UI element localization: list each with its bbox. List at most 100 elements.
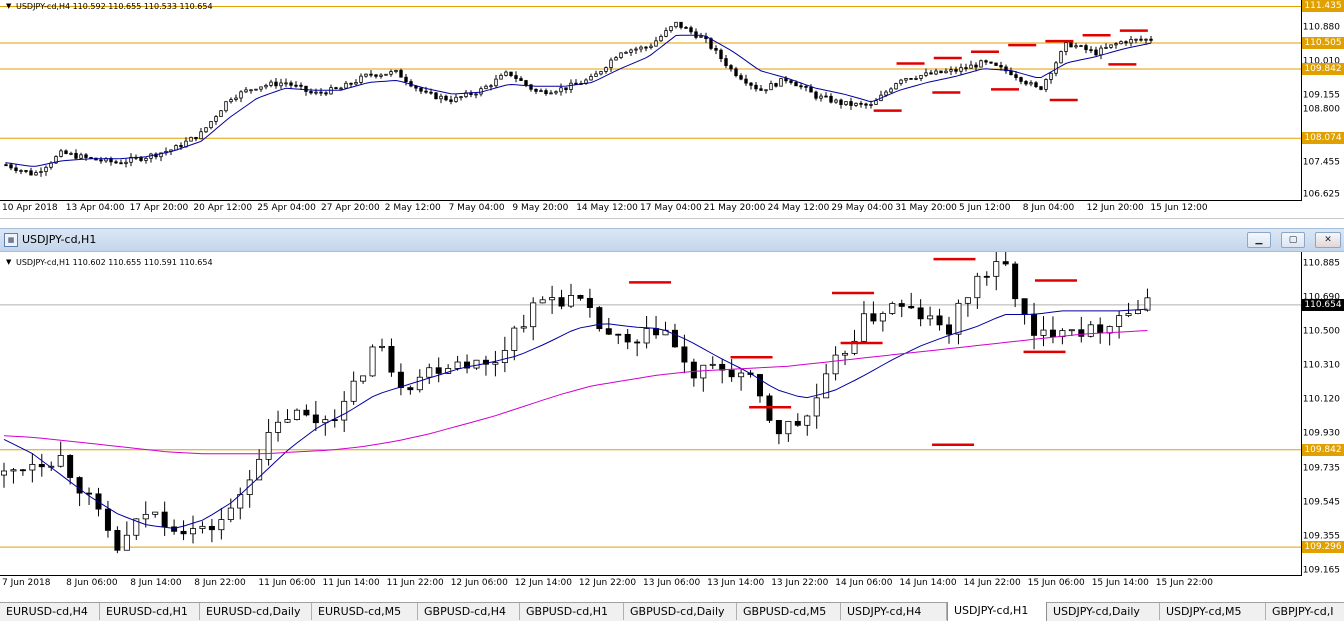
candle[interactable] [1012, 261, 1019, 308]
candle[interactable] [189, 136, 193, 142]
candle[interactable] [829, 93, 833, 104]
candle[interactable] [653, 316, 660, 339]
candle[interactable] [974, 272, 981, 309]
candle[interactable] [454, 355, 461, 371]
candle[interactable] [19, 169, 23, 175]
candle[interactable] [259, 86, 263, 92]
candle[interactable] [449, 95, 453, 105]
chart-tab[interactable]: GBPUSD-cd,H1 [520, 603, 624, 620]
candle[interactable] [939, 70, 943, 74]
candle[interactable] [129, 153, 133, 167]
chart-tab[interactable]: USDJPY-cd,Daily [1047, 603, 1160, 620]
candle[interactable] [339, 86, 343, 90]
candle[interactable] [144, 156, 148, 164]
candle[interactable] [218, 507, 225, 540]
candle[interactable] [1064, 42, 1068, 56]
candle[interactable] [194, 136, 198, 142]
candle[interactable] [604, 66, 608, 74]
candle[interactable] [984, 59, 988, 66]
candle[interactable] [689, 25, 693, 35]
candle[interactable] [955, 299, 962, 345]
candle[interactable] [399, 68, 403, 78]
candle[interactable] [309, 88, 313, 95]
candle[interactable] [389, 69, 393, 77]
candle[interactable] [439, 93, 443, 104]
candle[interactable] [799, 82, 803, 90]
candle[interactable] [964, 63, 968, 72]
candle[interactable] [769, 80, 773, 91]
candle[interactable] [57, 441, 64, 468]
chart-tab[interactable]: USDJPY-cd,H1 [947, 602, 1047, 621]
candle[interactable] [209, 120, 213, 130]
candle[interactable] [964, 297, 971, 317]
candle[interactable] [444, 94, 448, 102]
candle[interactable] [114, 159, 118, 164]
candle[interactable] [969, 60, 973, 69]
h4-chart-plot[interactable] [0, 0, 1302, 200]
candle[interactable] [1040, 316, 1047, 347]
candle[interactable] [239, 90, 243, 103]
candle[interactable] [14, 163, 18, 174]
candle[interactable] [64, 149, 68, 155]
candle[interactable] [1079, 44, 1083, 48]
candle[interactable] [76, 476, 83, 507]
candle[interactable] [874, 97, 878, 105]
candle[interactable] [979, 59, 983, 68]
candle[interactable] [174, 144, 178, 151]
candle[interactable] [44, 165, 48, 176]
candle[interactable] [749, 82, 753, 90]
candle[interactable] [374, 74, 378, 79]
candle[interactable] [1021, 298, 1028, 325]
chart-tab[interactable]: GBPUSD-cd,Daily [624, 603, 737, 620]
chart-tab[interactable]: GBPJPY-cd,I [1266, 603, 1344, 620]
candle[interactable] [577, 294, 584, 301]
candle[interactable] [275, 410, 282, 442]
candle[interactable] [246, 469, 253, 508]
candle[interactable] [644, 45, 648, 52]
candle[interactable] [944, 68, 948, 74]
minimize-button[interactable]: ▁ [1247, 232, 1271, 248]
candle[interactable] [659, 34, 663, 42]
candle[interactable] [529, 83, 533, 92]
candle[interactable] [530, 297, 537, 341]
candle[interactable] [1034, 81, 1038, 88]
candle[interactable] [624, 50, 628, 54]
candle[interactable] [870, 301, 877, 325]
candle[interactable] [249, 89, 253, 94]
candle[interactable] [574, 79, 578, 85]
candle[interactable] [454, 94, 458, 103]
candle[interactable] [388, 338, 395, 377]
candle[interactable] [549, 285, 556, 314]
candle[interactable] [269, 79, 273, 88]
candle[interactable] [904, 77, 908, 84]
candle[interactable] [364, 73, 368, 78]
candle[interactable] [1074, 42, 1078, 49]
candle[interactable] [983, 271, 990, 286]
candle[interactable] [142, 501, 149, 528]
candle[interactable] [1024, 80, 1028, 86]
candle[interactable] [435, 357, 442, 383]
candle[interactable] [804, 84, 808, 92]
candle[interactable] [29, 167, 33, 176]
candle[interactable] [1029, 80, 1033, 87]
candle[interactable] [501, 336, 508, 373]
candle[interactable] [779, 78, 783, 87]
candle[interactable] [314, 88, 318, 96]
candle[interactable] [924, 68, 928, 78]
candle[interactable] [499, 73, 503, 80]
candle[interactable] [934, 68, 938, 76]
chart-tab[interactable]: GBPUSD-cd,H4 [418, 603, 520, 620]
candle[interactable] [586, 288, 593, 318]
candle[interactable] [959, 63, 963, 75]
candle[interactable] [224, 101, 228, 113]
candle[interactable] [59, 148, 63, 158]
candle[interactable] [714, 45, 718, 55]
h1-chart-panel[interactable]: ▼ USDJPY-cd,H1 110.602 110.655 110.591 1… [0, 252, 1344, 602]
candle[interactable] [354, 79, 358, 86]
candle[interactable] [539, 296, 546, 304]
candle[interactable] [744, 74, 748, 86]
candle[interactable] [69, 151, 73, 156]
chart-tab[interactable]: USDJPY-cd,H4 [841, 603, 947, 620]
candle[interactable] [237, 487, 244, 520]
maximize-button[interactable]: ▢ [1281, 232, 1305, 248]
